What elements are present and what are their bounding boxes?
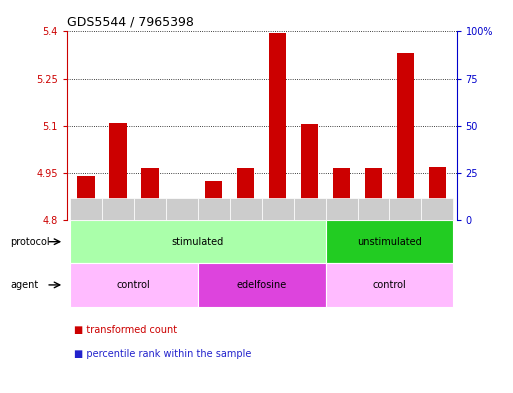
Text: control: control — [117, 280, 151, 290]
Bar — [262, 198, 293, 220]
Bar — [269, 33, 286, 220]
Bar — [358, 198, 389, 220]
Bar — [237, 168, 254, 220]
Bar — [70, 220, 326, 263]
Text: control: control — [372, 280, 406, 290]
Bar — [421, 198, 453, 220]
Bar — [428, 167, 446, 220]
Bar — [402, 207, 409, 211]
Bar — [102, 198, 134, 220]
Bar — [433, 207, 441, 211]
Text: GDS5544 / 7965398: GDS5544 / 7965398 — [67, 15, 193, 28]
Bar — [173, 217, 190, 220]
Bar — [389, 198, 421, 220]
Bar — [230, 198, 262, 220]
Text: unstimulated: unstimulated — [357, 237, 422, 247]
Bar — [146, 207, 154, 211]
Bar — [198, 198, 230, 220]
Bar — [365, 168, 382, 220]
Text: ■ transformed count: ■ transformed count — [74, 325, 177, 335]
Bar — [301, 124, 319, 220]
Bar — [198, 263, 326, 307]
Text: edelfosine: edelfosine — [236, 280, 287, 290]
Bar — [242, 207, 250, 211]
Bar — [70, 263, 198, 307]
Bar — [77, 176, 95, 220]
Text: ■ percentile rank within the sample: ■ percentile rank within the sample — [74, 349, 252, 359]
Text: agent: agent — [10, 280, 38, 290]
Bar — [326, 263, 453, 307]
Bar — [109, 123, 127, 220]
Bar — [369, 207, 378, 211]
Bar — [82, 207, 90, 211]
Bar — [326, 198, 358, 220]
Bar — [205, 181, 223, 220]
Bar — [177, 204, 186, 208]
Bar — [333, 168, 350, 220]
Bar — [134, 198, 166, 220]
Bar — [166, 198, 198, 220]
Bar — [397, 53, 414, 220]
Bar — [293, 198, 326, 220]
Bar — [273, 207, 282, 211]
Bar — [210, 207, 218, 211]
Text: stimulated: stimulated — [171, 237, 224, 247]
Bar — [114, 206, 122, 209]
Bar — [70, 198, 102, 220]
Bar — [306, 207, 313, 211]
Bar — [338, 207, 346, 211]
Bar — [326, 220, 453, 263]
Text: protocol: protocol — [10, 237, 50, 247]
Bar — [141, 168, 159, 220]
